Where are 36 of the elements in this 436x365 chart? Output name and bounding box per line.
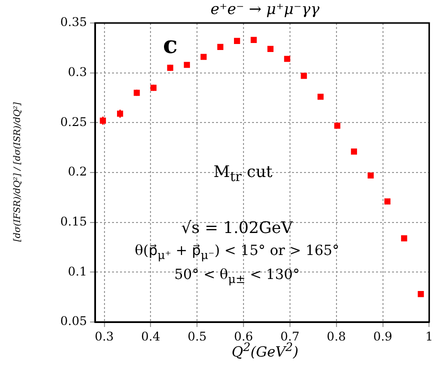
point	[300, 72, 307, 79]
x-tick-label: 0.4	[141, 329, 161, 344]
annotation: c	[163, 30, 178, 59]
point	[334, 122, 340, 129]
x-tick-label: 0.9	[373, 329, 392, 344]
annotation: √s = 1.02GeV	[181, 218, 293, 237]
point	[217, 44, 224, 50]
point	[184, 62, 190, 68]
point	[250, 36, 257, 43]
annotation: 50° < θ$_{μ±}$ < 130°	[174, 267, 300, 286]
point	[384, 198, 390, 204]
x-tick-label: 1	[425, 329, 434, 344]
x-tick-label: 0.8	[326, 329, 346, 344]
x-tick-label: 0.5	[188, 329, 207, 344]
point	[284, 56, 290, 62]
y-tick-label: 0.15	[60, 214, 87, 228]
annotation: θ(p⃗$_{μ⁺}$ + p⃗$_{μ⁻}$) < 15° or > 165°	[134, 243, 340, 262]
point	[401, 235, 408, 242]
point	[234, 38, 240, 44]
point	[418, 291, 424, 298]
chart-title: e⁺e⁻ → μ⁺μ⁻γγ	[210, 0, 320, 18]
y-tick-label: 0.35	[60, 15, 87, 30]
y-tick-label: 0.25	[60, 114, 87, 129]
annotation: M$_{tr}$ cut	[214, 162, 272, 186]
point	[134, 90, 140, 96]
y-tick-label: 0.3	[68, 64, 87, 79]
y-axis-title: [dσ(IFSR)/dQ²] / [dσ(ISR)/dQ²]	[13, 102, 23, 242]
y-tick-label: 0.2	[68, 164, 87, 179]
point	[350, 148, 358, 155]
point	[267, 46, 274, 52]
point	[368, 172, 374, 179]
y-tick-label: 0.1	[68, 264, 87, 278]
point	[200, 54, 207, 60]
point	[318, 94, 324, 100]
x-tick-label: 0.3	[94, 329, 114, 344]
y-tick-label: 0.05	[60, 314, 87, 328]
